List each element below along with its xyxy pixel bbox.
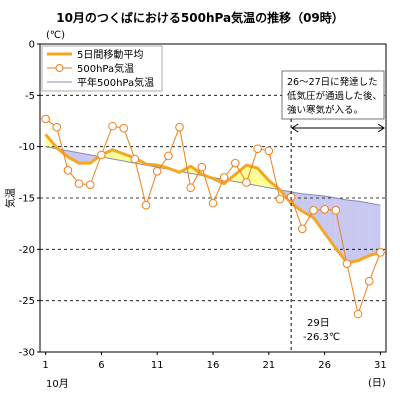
y-tick-label: -15 xyxy=(19,194,35,205)
below-normal-fill xyxy=(79,152,91,164)
x-tick-label: 11 xyxy=(151,360,164,371)
series-temperature-point xyxy=(141,200,151,210)
series-temperature-point xyxy=(275,194,285,204)
x-tick-label: 26 xyxy=(318,360,331,371)
below-normal-fill xyxy=(346,200,359,263)
series-temperature-point xyxy=(253,144,262,154)
x-month-label: 10月 xyxy=(46,378,69,390)
series-temperature-point xyxy=(74,179,84,188)
above-normal-fill xyxy=(235,165,247,184)
series-temperature-point xyxy=(130,154,140,164)
annotation-box xyxy=(281,70,385,120)
series-temperature-point xyxy=(208,198,218,208)
legend-temperature-marker xyxy=(55,64,64,72)
legend: 5日間移動平均 500hPa気温 平年500hPa気温 xyxy=(41,45,163,92)
y-tick-label: -20 xyxy=(19,245,35,256)
minimum-day-label: 29日 xyxy=(307,318,330,329)
minimum-value-label: -26.3℃ xyxy=(303,332,340,343)
arrow-right-head xyxy=(377,123,385,133)
axis-ticks: 0-5-10-15-20-25-301 6 11 16 21 26 31 xyxy=(19,40,387,372)
series-temperature-point xyxy=(164,151,173,161)
minimum-point-label: 29日 -26.3℃ xyxy=(303,318,340,343)
x-unit-label: (日) xyxy=(368,378,386,389)
series-temperature-point xyxy=(376,248,385,257)
series-temperature-point xyxy=(63,165,73,175)
x-tick-label: 16 xyxy=(207,360,220,371)
x-tick-label: 21 xyxy=(262,360,275,371)
series-temperature-point xyxy=(85,180,95,189)
x-tick-label: 31 xyxy=(374,360,387,371)
series-temperature-point xyxy=(309,206,318,215)
legend-normal-label: 平年500hPa気温 xyxy=(77,76,154,89)
series-temperature-point xyxy=(97,150,106,160)
series-temperature-point xyxy=(108,121,117,131)
y-tick-label: -25 xyxy=(19,296,35,307)
above-normal-fill xyxy=(112,149,124,162)
series-temperature-point xyxy=(242,178,251,187)
below-normal-fill xyxy=(369,203,381,256)
series-temperature-point xyxy=(186,183,195,193)
series-temperature-point xyxy=(152,167,162,176)
series-temperature-point xyxy=(41,114,50,124)
legend-moving-average-label: 5日間移動平均 xyxy=(77,48,143,61)
series-temperature-point xyxy=(52,122,62,132)
annotation-line-3: 強い寒気が入る。 xyxy=(287,104,363,116)
chart-title: 10月のつくばにおける500hPa気温の推移（09時） xyxy=(56,10,344,25)
arrow-left-head xyxy=(291,123,299,133)
series-temperature-point xyxy=(297,224,307,234)
series-temperature-point xyxy=(320,204,329,214)
annotation-callout: 26～27日に発達した 低気圧が通過した後、 強い寒気が入る。 xyxy=(281,70,385,352)
series-temperature-point xyxy=(219,173,229,182)
series-temperature-point xyxy=(342,259,352,269)
series-temperature-point xyxy=(175,122,184,132)
series-temperature-point xyxy=(231,158,240,168)
y-tick-label: -5 xyxy=(25,91,35,102)
below-normal-fill xyxy=(358,201,370,261)
x-tick-label: 6 xyxy=(98,360,104,371)
y-tick-label: -30 xyxy=(19,348,35,359)
below-normal-fill xyxy=(335,198,347,263)
series-temperature-point xyxy=(119,123,129,133)
below-normal-fill xyxy=(313,194,325,233)
annotation-line-2: 低気圧が通過した後、 xyxy=(287,90,382,102)
legend-temperature-label: 500hPa気温 xyxy=(77,62,134,75)
series-temperature-point xyxy=(197,162,207,172)
y-tick-label: 0 xyxy=(29,40,35,51)
y-axis-label: 気温 xyxy=(4,188,17,208)
series-temperature-point xyxy=(364,276,374,286)
series-temperature-point xyxy=(331,206,341,215)
x-tick-label: 1 xyxy=(42,360,48,371)
series-layer xyxy=(41,114,385,319)
y-unit-label: (℃) xyxy=(46,30,65,41)
annotation-line-1: 26～27日に発達した xyxy=(287,76,378,88)
series-temperature-point xyxy=(353,309,363,319)
y-tick-label: -10 xyxy=(19,142,35,153)
series-temperature-point xyxy=(264,146,274,156)
